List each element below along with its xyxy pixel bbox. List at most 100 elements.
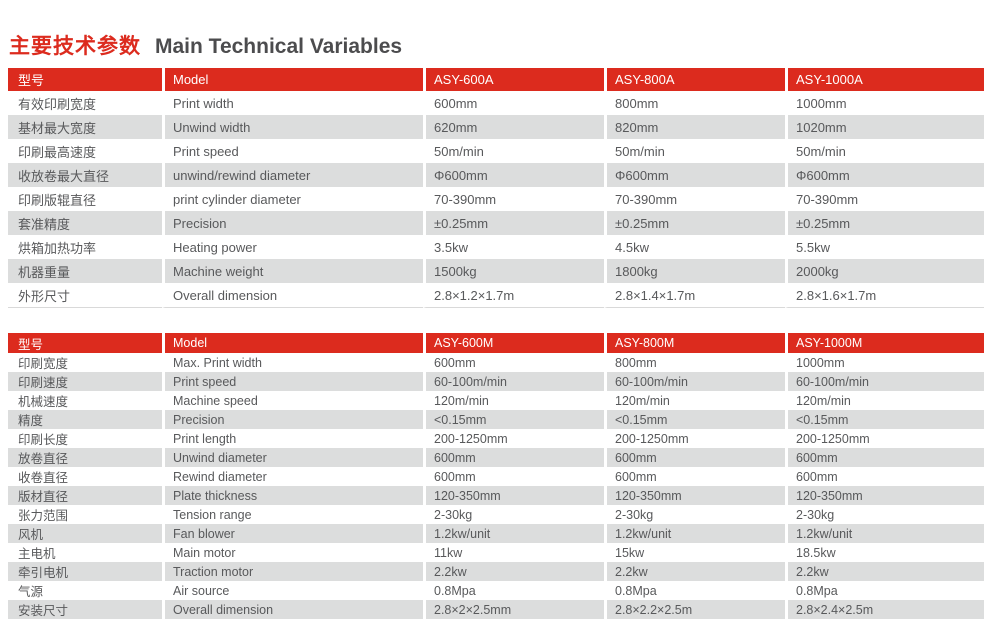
- param-value: 3.5kw: [423, 235, 604, 259]
- spec-row: 气源 Air source 0.8Mpa 0.8Mpa 0.8Mpa: [8, 581, 984, 600]
- spec-row: 收放卷最大直径 unwind/rewind diameter Φ600mm Φ600m…: [8, 163, 984, 187]
- param-name-en: Air source: [162, 581, 423, 600]
- param-name-cn: 机器重量: [8, 259, 162, 283]
- param-name-cn: 放卷直径: [8, 448, 162, 467]
- param-name-cn: 印刷最高速度: [18, 144, 97, 160]
- param-value: 1020mm: [785, 115, 984, 139]
- spec-row: 有效印刷宽度 Print width 600mm 800mm 1000mm: [8, 91, 984, 115]
- param-value: 2-30kg: [423, 505, 604, 524]
- param-name-en: Precision: [162, 410, 423, 429]
- header-model-asy-600a: ASY-600A: [423, 68, 604, 91]
- param-value: 1.2kw/unit: [604, 524, 785, 543]
- param-value: 60-100m/min: [604, 372, 785, 391]
- param-value: 120-350mm: [785, 486, 984, 505]
- table-header-row: 型号 Model ASY-600M ASY-800M ASY-1000M: [8, 333, 984, 353]
- param-value: 600mm: [604, 467, 785, 486]
- header-param-label-cn: 型号: [8, 333, 162, 353]
- param-name-cn: 机械速度: [18, 395, 69, 409]
- param-name-en: Plate thickness: [162, 486, 423, 505]
- param-value: Φ600mm: [604, 163, 785, 187]
- spec-row: 安装尺寸 Overall dimension 2.8×2×2.5mm 2.8×2.2×…: [8, 600, 984, 619]
- spec-row: 精度 Precision <0.15mm <0.15mm <0.15mm: [8, 410, 984, 429]
- param-value: 200-1250mm: [423, 429, 604, 448]
- param-name-en: Heating power: [162, 235, 423, 259]
- param-name-en: Tension range: [162, 505, 423, 524]
- param-value: 0.8Mpa: [423, 581, 604, 600]
- param-value: 0.8Mpa: [604, 581, 785, 600]
- param-value: 120m/min: [604, 391, 785, 410]
- param-value: 2.8×2×2.5mm: [423, 600, 604, 619]
- param-name-cn: 烘箱加热功率: [18, 240, 97, 256]
- spec-row: 套准精度 Precision ±0.25mm ±0.25mm ±0.25mm: [8, 211, 984, 235]
- param-name-cn: 精度: [8, 410, 162, 429]
- param-value: 600mm: [423, 467, 604, 486]
- header-model-asy-1000a: ASY-1000A: [785, 68, 984, 91]
- param-value: 4.5kw: [604, 235, 785, 259]
- param-value: ±0.25mm: [423, 211, 604, 235]
- param-value: 600mm: [785, 467, 984, 486]
- param-value: <0.15mm: [785, 410, 984, 429]
- param-value: 120m/min: [423, 391, 604, 410]
- param-value: 70-390mm: [604, 187, 785, 211]
- param-value: 600mm: [423, 353, 604, 372]
- param-value: 1800kg: [604, 259, 785, 283]
- param-value: 2-30kg: [785, 505, 984, 524]
- spec-row: 放卷直径 Unwind diameter 600mm 600mm 600mm: [8, 448, 984, 467]
- param-value: 1000mm: [785, 91, 984, 115]
- param-value: <0.15mm: [604, 410, 785, 429]
- param-value: 60-100m/min: [423, 372, 604, 391]
- param-value: 50m/min: [604, 139, 785, 163]
- param-value: 120-350mm: [423, 486, 604, 505]
- param-name-cn: 有效印刷宽度: [18, 96, 97, 112]
- param-value: 600mm: [423, 91, 604, 115]
- param-name-en: Unwind width: [162, 115, 423, 139]
- spec-row: 收卷直径 Rewind diameter 600mm 600mm 600mm: [8, 467, 984, 486]
- page-title-en: Main Technical Variables: [155, 35, 403, 58]
- spec-row: 主电机 Main motor 11kw 15kw 18.5kw: [8, 543, 984, 562]
- param-name-cn: 印刷版辊直径: [18, 192, 97, 208]
- param-value: <0.15mm: [423, 410, 604, 429]
- param-value: 1000mm: [785, 353, 984, 372]
- table-header-row: 型号 Model ASY-600A ASY-800A ASY-1000A: [8, 68, 984, 91]
- table-body: 有效印刷宽度 Print width 600mm 800mm 1000mm 基材最大宽度 U…: [8, 91, 984, 308]
- param-value: 70-390mm: [785, 187, 984, 211]
- param-value: 70-390mm: [423, 187, 604, 211]
- header-param-label-en: Model: [162, 333, 423, 353]
- param-name-cn: 主电机: [18, 547, 56, 561]
- param-value: 5.5kw: [785, 235, 984, 259]
- param-name-en: Overall dimension: [162, 600, 423, 619]
- header-model-asy-1000m: ASY-1000M: [785, 333, 984, 353]
- header-param-label-en: Model: [162, 68, 423, 91]
- param-value: 2.2kw: [423, 562, 604, 581]
- param-value: 50m/min: [785, 139, 984, 163]
- param-value: 1.2kw/unit: [785, 524, 984, 543]
- spec-row: 烘箱加热功率 Heating power 3.5kw 4.5kw 5.5kw: [8, 235, 984, 259]
- param-value: 2.8×1.6×1.7m: [785, 283, 984, 308]
- param-value: 2.2kw: [604, 562, 785, 581]
- param-value: 120-350mm: [604, 486, 785, 505]
- param-value: Φ600mm: [423, 163, 604, 187]
- param-name-cn: 印刷速度: [8, 372, 162, 391]
- spec-row: 印刷最高速度 Print speed 50m/min 50m/min 50m/min: [8, 139, 984, 163]
- param-value: 1500kg: [423, 259, 604, 283]
- param-name-cn: 张力范围: [18, 509, 69, 523]
- header-model-asy-600m: ASY-600M: [423, 333, 604, 353]
- param-name-en: Print width: [162, 91, 423, 115]
- table-body: 印刷宽度 Max. Print width 600mm 800mm 1000mm 印刷速度…: [8, 353, 984, 619]
- param-name-en: unwind/rewind diameter: [162, 163, 423, 187]
- spec-table-asy-a-series: 型号 Model ASY-600A ASY-800A ASY-1000A 有效印…: [8, 68, 984, 308]
- spec-row: 印刷速度 Print speed 60-100m/min 60-100m/min 60-…: [8, 372, 984, 391]
- param-value: 2-30kg: [604, 505, 785, 524]
- param-value: 620mm: [423, 115, 604, 139]
- param-name-cn: 外形尺寸: [8, 283, 162, 308]
- param-value: 18.5kw: [785, 543, 984, 562]
- param-name-cn: 牵引电机: [8, 562, 162, 581]
- param-name-en: Unwind diameter: [162, 448, 423, 467]
- param-value: 200-1250mm: [785, 429, 984, 448]
- param-value: 60-100m/min: [785, 372, 984, 391]
- spec-row: 印刷长度 Print length 200-1250mm 200-1250mm 200-…: [8, 429, 984, 448]
- param-name-cn: 风机: [8, 524, 162, 543]
- page-title-cn: 主要技术参数: [9, 35, 141, 58]
- param-name-en: Print length: [162, 429, 423, 448]
